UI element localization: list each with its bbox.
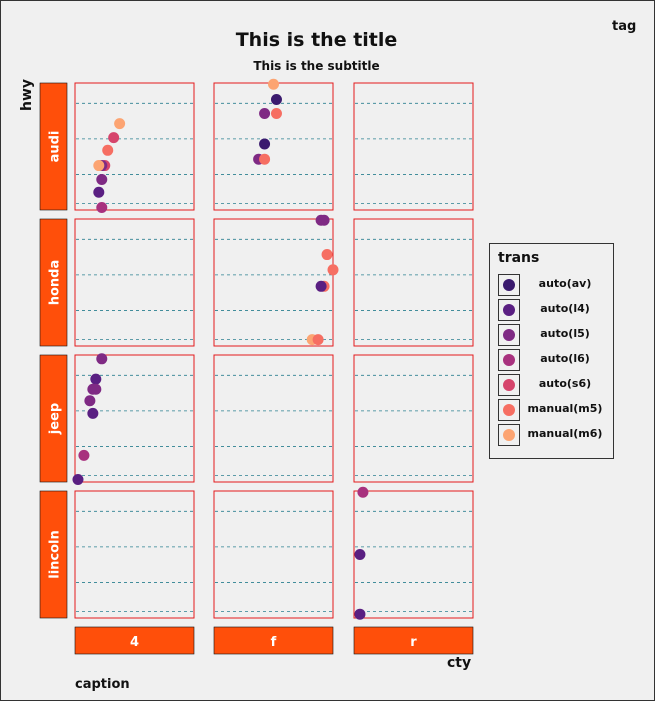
point-jeep-4-6 [78,449,90,461]
row-strip-honda [39,218,68,347]
legend-swatch [503,379,515,391]
col-strip-label-f: f [271,635,277,650]
col-strip-label-r: r [410,635,417,650]
point-jeep-4-0 [96,353,108,365]
legend-label: auto(l4) [540,302,590,315]
legend-label: manual(m6) [527,427,603,440]
legend-key [498,324,520,346]
legend-title: trans [498,250,540,266]
panel-jeep-f [213,354,334,483]
legend-key [498,374,520,396]
legend-item: auto(l6) [498,349,608,373]
point-audi-4-8 [96,201,108,213]
point-honda-f-7 [312,334,324,346]
legend-item: auto(av) [498,274,608,298]
legend-key [498,274,520,296]
point-audi-f-2 [259,107,271,119]
point-audi-f-4 [259,138,271,150]
point-lincoln-r-1 [354,549,366,560]
point-audi-4-7 [93,186,105,198]
x-axis-label: cty [447,655,472,671]
point-jeep-4-7 [72,473,84,485]
point-jeep-4-3 [90,383,102,395]
panel-audi-r [353,82,474,211]
panel-lincoln-f [213,490,334,619]
point-audi-4-5 [93,160,105,172]
row-strip-jeep [39,354,68,483]
legend-label: auto(l5) [540,327,590,340]
point-audi-4-1 [108,132,120,144]
col-strip-label-4: 4 [130,635,139,650]
legend-item: manual(m5) [498,399,608,423]
chart-tag: tag [612,19,637,34]
legend: trans auto(av) auto(l4) auto(l5) auto(l6) au… [489,243,614,459]
panel-lincoln-4 [74,490,195,619]
point-jeep-4-5 [87,407,99,419]
point-audi-4-0 [114,118,126,130]
point-audi-f-1 [270,94,282,106]
legend-item: manual(m6) [498,424,608,448]
legend-label: auto(av) [538,277,592,290]
legend-swatch [503,304,515,316]
point-honda-f-3 [327,264,339,276]
row-strip-label-audi: audi [48,131,63,163]
row-strip-label-lincoln: lincoln [48,530,63,579]
point-audi-f-0 [268,78,279,90]
point-jeep-4-4 [84,395,96,407]
row-strip-audi [39,82,68,211]
point-audi-f-3 [270,107,282,119]
legend-label: auto(s6) [538,377,592,390]
point-audi-4-6 [96,174,108,186]
legend-swatch [503,279,515,291]
legend-label: auto(l6) [540,352,590,365]
legend-key [498,299,520,321]
panel-audi-f [213,82,334,211]
legend-key [498,399,520,421]
point-honda-f-5 [315,280,327,292]
col-strip-4 [74,626,195,655]
panel-jeep-r [353,354,474,483]
legend-key [498,424,520,446]
legend-item: auto(s6) [498,374,608,398]
point-audi-4-2 [102,144,114,156]
point-honda-f-2 [321,249,333,261]
point-audi-f-6 [259,153,271,165]
legend-label: manual(m5) [527,402,603,415]
panel-honda-f [213,218,334,347]
panel-honda-4 [74,218,195,347]
legend-swatch [503,329,515,341]
panel-honda-r [353,218,474,347]
point-lincoln-r-2 [354,608,366,620]
panel-lincoln-r [353,490,474,619]
legend-item: auto(l4) [498,299,608,323]
point-honda-f-1 [318,214,330,226]
legend-swatch [503,354,515,366]
chart-title: This is the title [235,29,398,51]
point-jeep-4-1 [90,373,102,385]
col-strip-r [353,626,474,655]
row-strip-lincoln [39,490,68,619]
legend-key [498,349,520,371]
row-strip-label-honda: honda [48,260,63,306]
chart-subtitle: This is the subtitle [253,59,380,73]
col-strip-f [213,626,334,655]
legend-swatch [503,429,515,441]
legend-swatch [503,404,515,416]
chart-caption: caption [75,677,130,692]
panel-audi-4 [74,82,195,211]
row-strip-label-jeep: jeep [48,403,63,435]
point-lincoln-r-0 [357,486,369,498]
legend-item: auto(l5) [498,324,608,348]
